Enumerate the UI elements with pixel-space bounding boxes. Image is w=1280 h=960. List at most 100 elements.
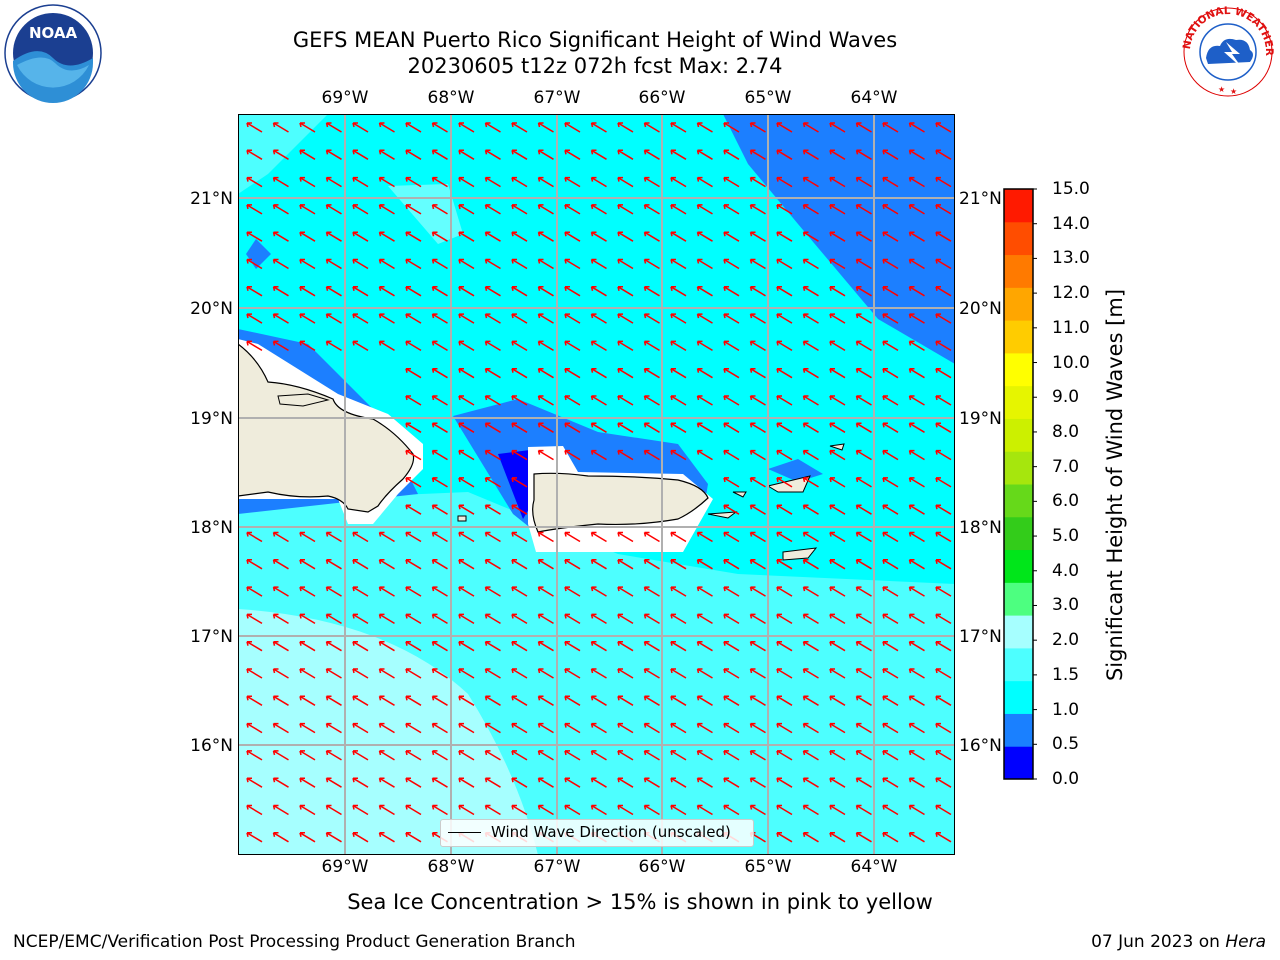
wind-wave-arrow: [882, 122, 899, 133]
wind-wave-arrow: [749, 777, 766, 788]
wind-wave-arrow: [855, 695, 872, 706]
wind-wave-arrow: [458, 231, 475, 242]
wind-wave-arrow: [935, 367, 952, 379]
wind-wave-arrow: [749, 477, 766, 488]
wind-wave-arrow: [855, 422, 872, 433]
wave-field-high: [238, 609, 538, 855]
longitude-label-top: 69°W: [321, 88, 369, 108]
latitude-label-right: 18°N: [959, 518, 1002, 538]
latitude-label-left: 16°N: [190, 736, 233, 756]
wind-wave-arrow: [696, 231, 713, 242]
colorbar-segment: [1004, 680, 1033, 714]
wind-wave-arrow: [643, 122, 660, 133]
colorbar-segment: [1004, 746, 1033, 780]
wind-wave-arrow: [670, 176, 687, 188]
wind-wave-arrow: [643, 258, 660, 270]
wind-wave-arrow: [908, 286, 925, 297]
wind-wave-arrow: [511, 395, 528, 406]
wind-wave-arrow: [670, 395, 687, 406]
wind-wave-arrow: [484, 231, 501, 242]
wind-wave-arrow: [564, 367, 581, 379]
land-islet: [766, 475, 811, 493]
wind-wave-arrow: [299, 777, 316, 788]
wind-wave-arrow: [511, 477, 528, 488]
wind-wave-arrow: [511, 777, 528, 788]
wind-wave-arrow: [458, 559, 475, 570]
wind-wave-arrow: [776, 777, 793, 788]
wind-wave-arrow: [723, 695, 740, 706]
wind-wave-arrow: [352, 640, 369, 652]
wind-wave-arrow: [855, 204, 872, 215]
wind-wave-arrow: [299, 613, 316, 625]
wind-wave-arrow: [908, 176, 925, 188]
wind-wave-arrow: [776, 477, 793, 488]
wind-wave-arrow: [458, 668, 475, 679]
wind-wave-arrow: [590, 122, 607, 133]
colorbar-tick-label: 6.0: [1052, 491, 1080, 512]
land-puerto-rico: [532, 472, 709, 533]
longitude-label-top: 66°W: [638, 88, 686, 108]
wind-wave-arrow: [484, 395, 501, 406]
wind-wave-arrow: [802, 286, 819, 297]
wind-wave-arrow: [378, 176, 395, 188]
colorbar-segment: [1004, 352, 1033, 387]
wind-wave-arrow: [378, 777, 395, 788]
land-islet: [782, 547, 818, 561]
wind-wave-arrow: [935, 204, 952, 215]
wind-wave-arrow: [749, 176, 766, 188]
wind-wave-arrow: [484, 367, 501, 379]
wind-wave-arrow: [299, 313, 316, 324]
wind-wave-arrow: [723, 231, 740, 242]
wind-wave-arrow: [458, 777, 475, 788]
wind-wave-arrow: [908, 531, 925, 543]
wind-wave-arrow: [590, 640, 607, 652]
colorbar-segment: [1004, 713, 1033, 747]
wind-wave-arrow: [908, 832, 925, 843]
wind-wave-arrow: [484, 449, 501, 461]
wind-wave-arrow: [378, 204, 395, 215]
wind-wave-arrow: [405, 777, 422, 788]
wind-wave-arrow: [564, 313, 581, 324]
wind-wave-arrow: [776, 750, 793, 761]
wind-wave-arrow: [882, 722, 899, 734]
wind-wave-arrow: [882, 640, 899, 652]
wind-wave-arrow: [882, 777, 899, 788]
wind-wave-arrow: [352, 313, 369, 324]
wind-wave-arrow: [643, 613, 660, 625]
footer-date-text: 07 Jun 2023 on: [1091, 932, 1220, 952]
wind-wave-arrow: [272, 559, 289, 570]
wind-wave-arrow: [484, 149, 501, 160]
wind-wave-arrow: [617, 668, 634, 679]
wind-wave-arrow: [802, 204, 819, 215]
wind-wave-arrow: [325, 340, 342, 352]
wind-wave-arrow: [511, 176, 528, 188]
wind-wave-arrow: [564, 777, 581, 788]
wind-wave-arrow: [458, 313, 475, 324]
wind-wave-arrow: [670, 122, 687, 133]
wind-wave-arrow: [776, 176, 793, 188]
wind-wave-arrow: [723, 750, 740, 761]
colorbar-segment: [1004, 615, 1033, 649]
wind-wave-arrow: [537, 449, 554, 461]
wind-wave-arrow: [882, 204, 899, 215]
wind-wave-arrow: [670, 531, 687, 543]
wind-wave-arrow: [484, 531, 501, 543]
wind-wave-arrow: [484, 750, 501, 761]
wind-wave-arrow: [378, 258, 395, 270]
wind-wave-arrow: [908, 258, 925, 270]
wind-wave-arrow: [378, 750, 395, 761]
wind-wave-arrow: [855, 477, 872, 488]
wind-wave-arrow: [855, 804, 872, 816]
wind-wave-arrow: [829, 231, 846, 242]
wind-wave-arrow: [325, 313, 342, 324]
wind-wave-arrow: [643, 804, 660, 816]
wind-wave-arrow: [272, 586, 289, 597]
wind-wave-arrow: [935, 286, 952, 297]
wind-wave-arrow: [617, 750, 634, 761]
wind-wave-arrow: [431, 668, 448, 679]
wind-wave-arrow: [882, 449, 899, 461]
wind-wave-arrow: [855, 750, 872, 761]
colorbar-segment: [1004, 320, 1033, 354]
wind-wave-arrow: [590, 531, 607, 543]
wind-wave-arrow: [246, 313, 263, 324]
